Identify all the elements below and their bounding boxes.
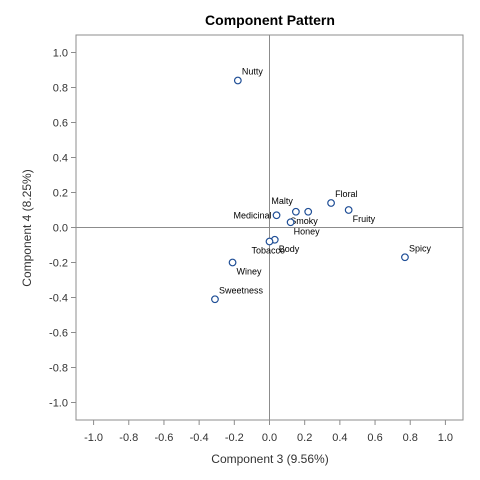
- data-point-marker: [272, 211, 281, 220]
- x-tick-label: -1.0: [84, 432, 103, 444]
- data-point-marker: [344, 206, 353, 214]
- data-point-marker: [265, 237, 274, 246]
- data-point-label: Floral: [335, 189, 358, 199]
- data-point-marker: [228, 258, 237, 267]
- y-tick-label: 0.4: [53, 153, 68, 165]
- x-tick-label: 0.0: [262, 432, 277, 444]
- data-points: Nutty Floral Malty Medicinal Fruity SmokyHone…: [211, 67, 432, 304]
- y-tick-label: 1.0: [53, 48, 68, 60]
- data-point-label: Winey: [237, 267, 263, 277]
- y-tick-label: 0.0: [53, 223, 68, 235]
- data-point-label: Sweetness: [219, 285, 264, 295]
- chart-title: Component Pattern: [205, 12, 335, 28]
- y-tick-label: 0.8: [53, 83, 68, 95]
- y-tick-label: -1.0: [49, 398, 68, 410]
- data-point-label: Body: [279, 244, 300, 254]
- data-point-label: Smoky: [290, 216, 318, 226]
- y-tick-label: 0.6: [53, 118, 68, 130]
- y-tick-label: -0.2: [49, 258, 68, 270]
- data-point-label: Nutty: [242, 67, 264, 77]
- y-tick-label: 0.2: [53, 188, 68, 200]
- x-tick-label: 0.4: [332, 432, 347, 444]
- x-tick-label: 0.6: [367, 432, 382, 444]
- x-tick-label: -0.4: [190, 432, 209, 444]
- x-tick-label: -0.8: [119, 432, 138, 444]
- data-point-marker: [286, 218, 295, 227]
- data-point-label: Honey: [294, 226, 321, 236]
- x-tick-label: 0.2: [297, 432, 312, 444]
- x-axis-title: Component 3 (9.56%): [211, 452, 328, 466]
- x-tick-label: -0.6: [154, 432, 173, 444]
- data-point-marker: [401, 253, 409, 262]
- data-point-label: Tobacco: [252, 246, 286, 256]
- x-tick-label: 1.0: [438, 432, 453, 444]
- data-point-label: Spicy: [409, 243, 432, 253]
- x-tick-label: 0.8: [403, 432, 418, 444]
- data-point-label: Malty: [271, 196, 293, 206]
- x-tick-label: -0.2: [225, 432, 244, 444]
- x-axis: -1.0 -0.8 -0.6 -0.4 -0.2 0.0 0.2 0.4 0.6 0.8 1.0: [84, 420, 453, 444]
- data-point-marker: [233, 76, 242, 85]
- data-point-marker: [211, 295, 219, 304]
- data-point-marker: [304, 207, 313, 216]
- y-tick-label: -0.8: [49, 363, 68, 375]
- data-point-label: Medicinal: [234, 210, 272, 220]
- y-tick-label: -0.6: [49, 328, 68, 340]
- data-point-marker: [291, 207, 300, 216]
- y-axis-title: Component 4 (8.25%): [20, 169, 34, 286]
- y-axis: 1.0 0.8 0.6 0.4 0.2 0.0 -0.2 -0.4 -0.6 -0.8 -1.0: [49, 48, 76, 410]
- data-point-label: Fruity: [353, 214, 376, 224]
- data-point-marker: [327, 199, 335, 207]
- y-tick-label: -0.4: [49, 293, 68, 305]
